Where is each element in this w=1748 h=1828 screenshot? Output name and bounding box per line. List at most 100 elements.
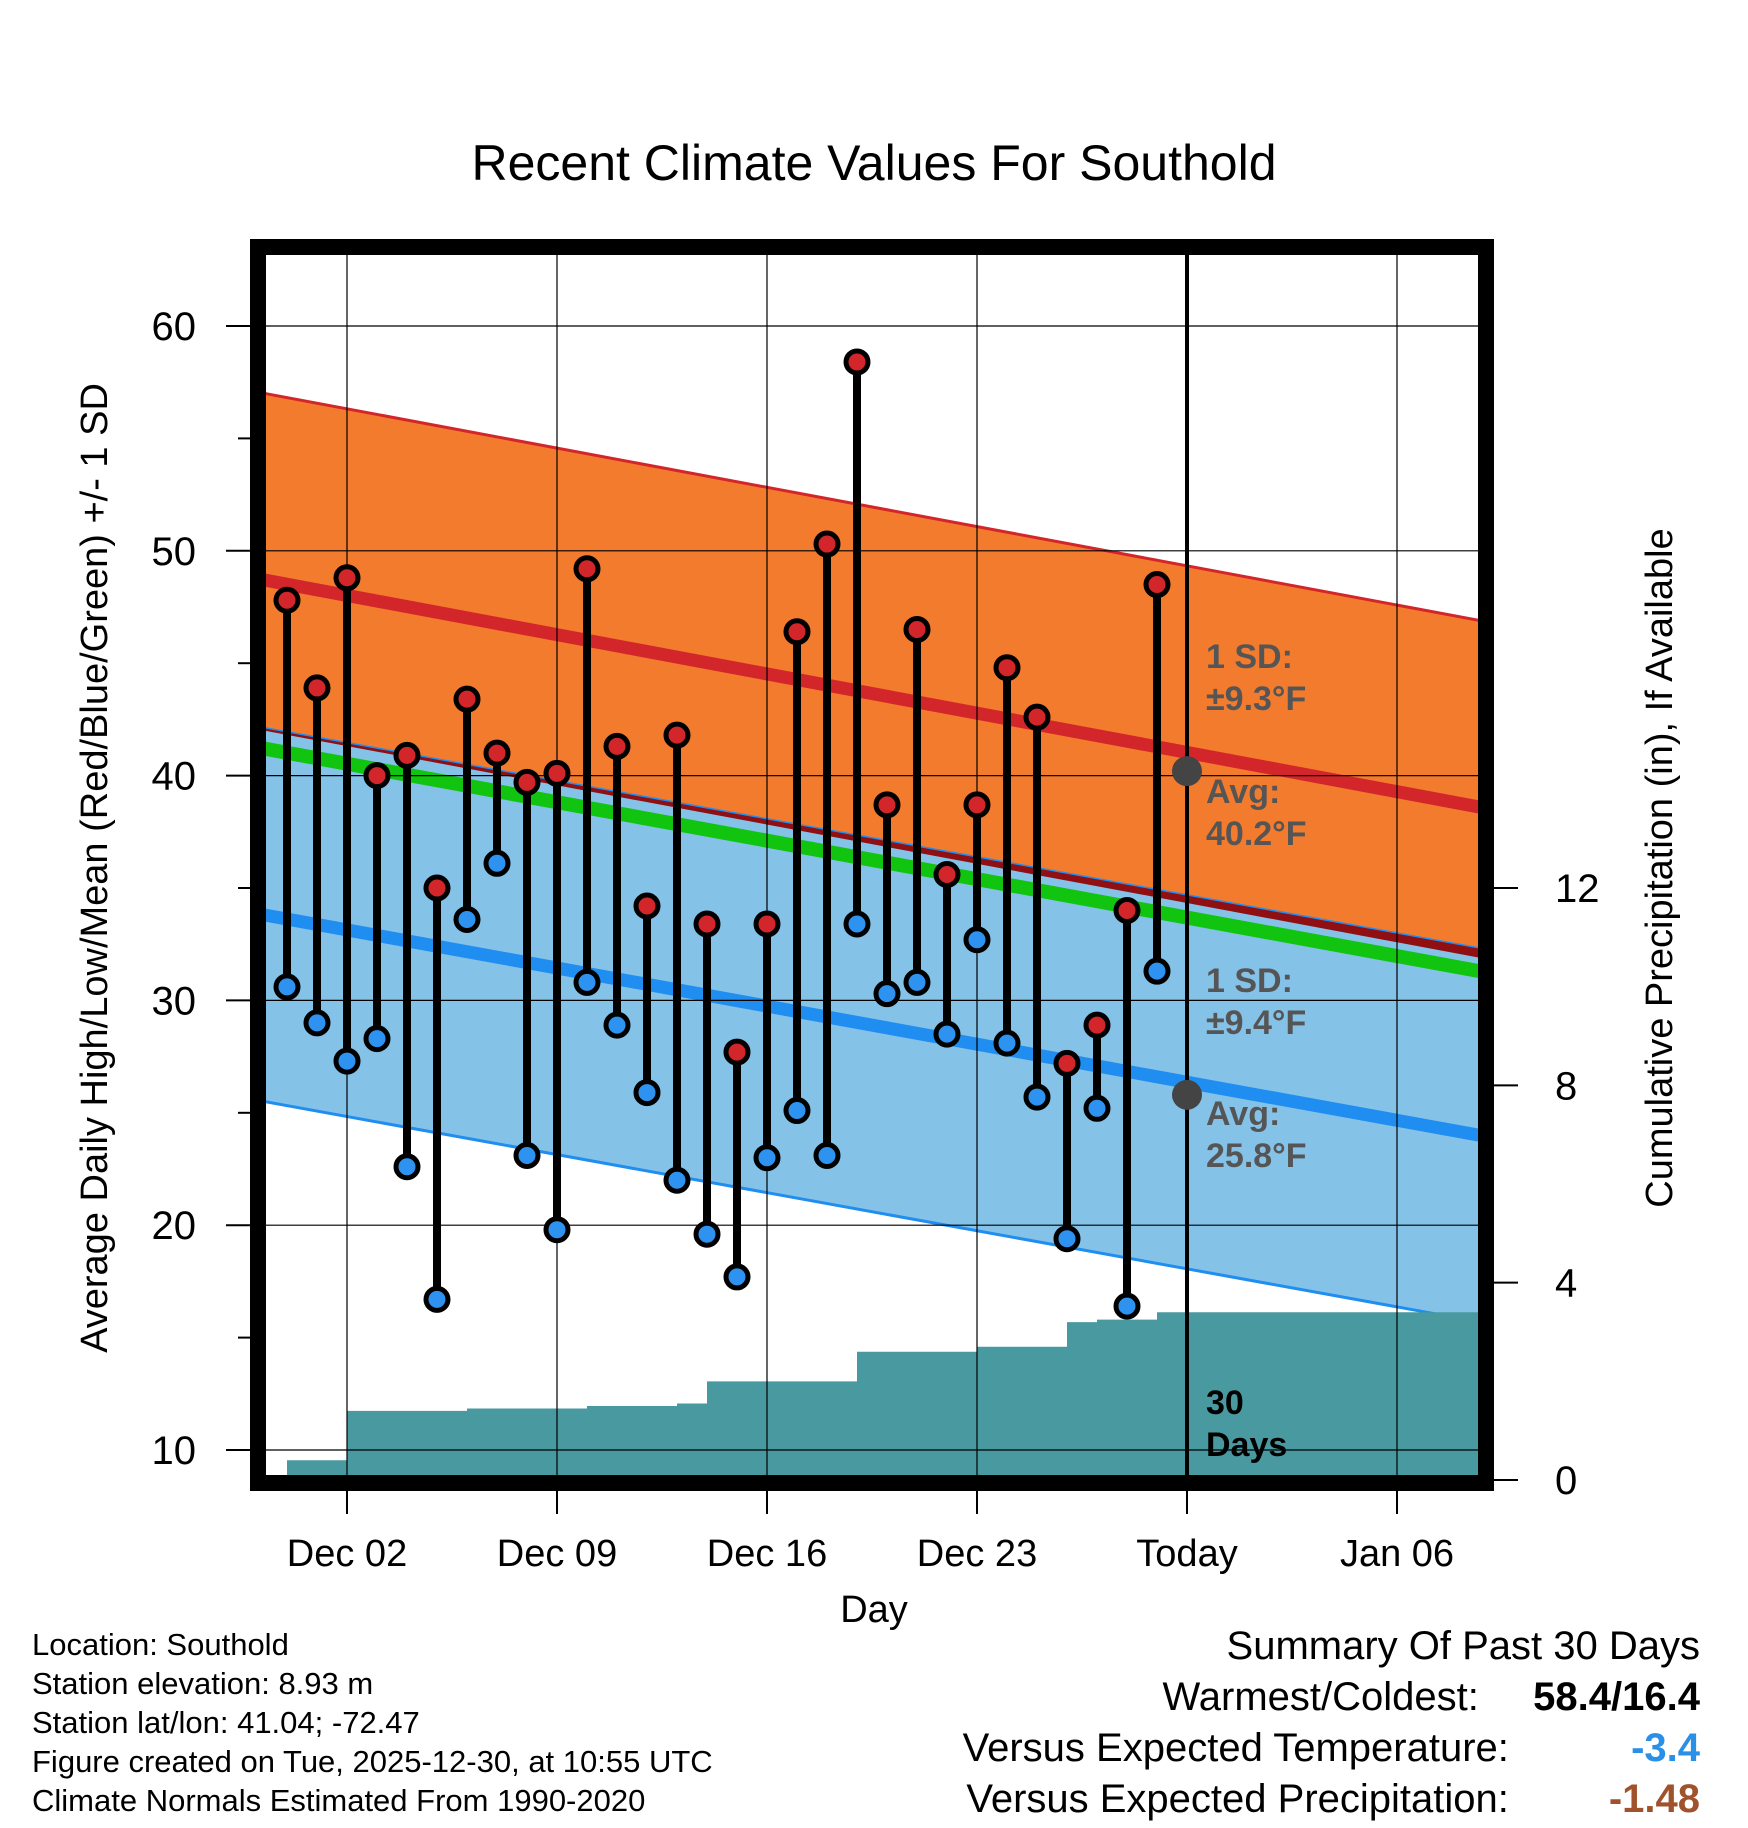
high-marker bbox=[483, 739, 511, 767]
low-marker bbox=[543, 1216, 571, 1244]
precip-diff-value: -1.48 bbox=[1608, 1777, 1700, 1821]
y-left-tick-label: 40 bbox=[152, 755, 197, 799]
low-sd-band-lower-edge bbox=[265, 1100, 1479, 1324]
y-right-tick-label: 8 bbox=[1555, 1064, 1577, 1108]
y-right-tick-label: 0 bbox=[1555, 1459, 1577, 1503]
warmest-value: 58.4/16.4 bbox=[1533, 1675, 1700, 1719]
low-marker bbox=[393, 1153, 421, 1181]
axes: 10 20 30 40 50 60 0 4 8 12 Dec 02 Dec 09 Dec 16 Dec 2… bbox=[152, 305, 1600, 1575]
low-avg-marker bbox=[1172, 1079, 1202, 1110]
high-marker bbox=[543, 759, 571, 787]
high-marker bbox=[1143, 571, 1171, 599]
low-marker bbox=[1143, 957, 1171, 985]
normal-low-line bbox=[265, 908, 1479, 1142]
high-marker bbox=[813, 530, 841, 558]
low-sd-value: ±9.4°F bbox=[1206, 1004, 1306, 1042]
high-marker bbox=[933, 861, 961, 889]
high-marker bbox=[873, 791, 901, 819]
high-marker bbox=[903, 615, 931, 643]
low-marker bbox=[633, 1079, 661, 1107]
low-marker bbox=[573, 968, 601, 996]
x-tick-label: Dec 16 bbox=[707, 1533, 827, 1575]
temp-diff-label: Versus Expected Temperature: bbox=[962, 1726, 1509, 1770]
low-avg-label: Avg: bbox=[1206, 1095, 1280, 1133]
warmest-label: Warmest/Coldest: bbox=[1162, 1675, 1479, 1719]
precip-diff-label: Versus Expected Precipitation: bbox=[966, 1777, 1509, 1821]
high-marker bbox=[1053, 1049, 1081, 1077]
summary-title: Summary Of Past 30 Days bbox=[1226, 1624, 1700, 1668]
y-axis-label-right: Cumulative Precipitation (in), If Availa… bbox=[1639, 528, 1681, 1207]
plot-frame bbox=[250, 239, 1494, 1491]
high-marker bbox=[453, 685, 481, 713]
high-marker bbox=[783, 618, 811, 646]
high-marker bbox=[1083, 1011, 1111, 1039]
station-info: Location: Southold Station elevation: 8.… bbox=[32, 1625, 713, 1820]
low-marker bbox=[663, 1166, 691, 1194]
high-avg-value: 40.2°F bbox=[1206, 815, 1307, 853]
low-marker bbox=[753, 1144, 781, 1172]
high-sd-label: 1 SD: bbox=[1206, 638, 1293, 676]
high-marker bbox=[693, 910, 721, 938]
y-left-tick-label: 20 bbox=[152, 1204, 197, 1248]
low-marker bbox=[1053, 1225, 1081, 1253]
low-marker bbox=[1023, 1083, 1051, 1111]
low-marker bbox=[693, 1220, 721, 1248]
normals-text: Climate Normals Estimated From 1990-2020 bbox=[32, 1783, 646, 1818]
high-marker bbox=[303, 674, 331, 702]
high-marker bbox=[393, 741, 421, 769]
low-marker bbox=[813, 1142, 841, 1170]
elevation-text: Station elevation: 8.93 m bbox=[32, 1666, 374, 1701]
high-marker bbox=[273, 586, 301, 614]
low-marker bbox=[333, 1047, 361, 1075]
high-marker bbox=[573, 555, 601, 583]
low-marker bbox=[453, 905, 481, 933]
x-tick-label: Dec 02 bbox=[287, 1533, 407, 1575]
low-marker bbox=[513, 1142, 541, 1170]
low-marker bbox=[273, 973, 301, 1001]
x-tick-label: Dec 23 bbox=[917, 1533, 1037, 1575]
low-marker bbox=[963, 926, 991, 954]
low-marker bbox=[603, 1011, 631, 1039]
temp-diff-value: -3.4 bbox=[1631, 1726, 1700, 1770]
high-marker bbox=[513, 768, 541, 796]
low-marker bbox=[993, 1029, 1021, 1057]
high-marker bbox=[333, 564, 361, 592]
high-marker bbox=[963, 791, 991, 819]
high-marker bbox=[633, 892, 661, 920]
summary-warmest-row: Warmest/Coldest: 58.4/16.4 bbox=[963, 1672, 1701, 1723]
low-marker bbox=[363, 1025, 391, 1053]
low-marker bbox=[1113, 1292, 1141, 1320]
latlon-text: Station lat/lon: 41.04; -72.47 bbox=[32, 1705, 420, 1740]
high-marker bbox=[363, 762, 391, 790]
low-marker bbox=[873, 980, 901, 1008]
high-marker bbox=[603, 732, 631, 760]
low-marker bbox=[903, 968, 931, 996]
mean-band bbox=[265, 728, 1479, 958]
plot-overlay: 1 SD: ±9.3°F Avg: 40.2°F 1 SD: ±9.4°F Avg: 25.8… bbox=[265, 255, 1479, 1475]
x-tick-label: Today bbox=[1136, 1533, 1237, 1575]
low-avg-value: 25.8°F bbox=[1206, 1137, 1307, 1175]
y-left-tick-label: 60 bbox=[152, 305, 197, 349]
high-marker bbox=[753, 910, 781, 938]
chart-title: Recent Climate Values For Southold bbox=[471, 135, 1276, 191]
summary-temp-row: Versus Expected Temperature: -3.4 bbox=[963, 1723, 1700, 1774]
low-marker bbox=[723, 1263, 751, 1291]
low-marker bbox=[423, 1285, 451, 1313]
low-marker bbox=[1083, 1094, 1111, 1122]
high-avg-label: Avg: bbox=[1206, 773, 1280, 811]
high-marker bbox=[423, 874, 451, 902]
y-left-tick-label: 50 bbox=[152, 530, 197, 574]
created-text: Figure created on Tue, 2025-12-30, at 10… bbox=[32, 1744, 713, 1779]
high-marker bbox=[1023, 703, 1051, 731]
high-sd-band-upper-edge bbox=[265, 392, 1479, 622]
y-left-tick-label: 10 bbox=[152, 1429, 197, 1473]
low-sd-label: 1 SD: bbox=[1206, 962, 1293, 1000]
low-marker bbox=[303, 1009, 331, 1037]
days-label: Days bbox=[1206, 1426, 1287, 1464]
y-axis-label-left: Average Daily High/Low/Mean (Red/Blue/Gr… bbox=[74, 383, 116, 1353]
low-marker bbox=[843, 910, 871, 938]
summary-panel: Summary Of Past 30 Days Warmest/Coldest:… bbox=[963, 1620, 1700, 1825]
y-right-tick-label: 4 bbox=[1555, 1262, 1577, 1306]
days-count: 30 bbox=[1206, 1384, 1244, 1422]
